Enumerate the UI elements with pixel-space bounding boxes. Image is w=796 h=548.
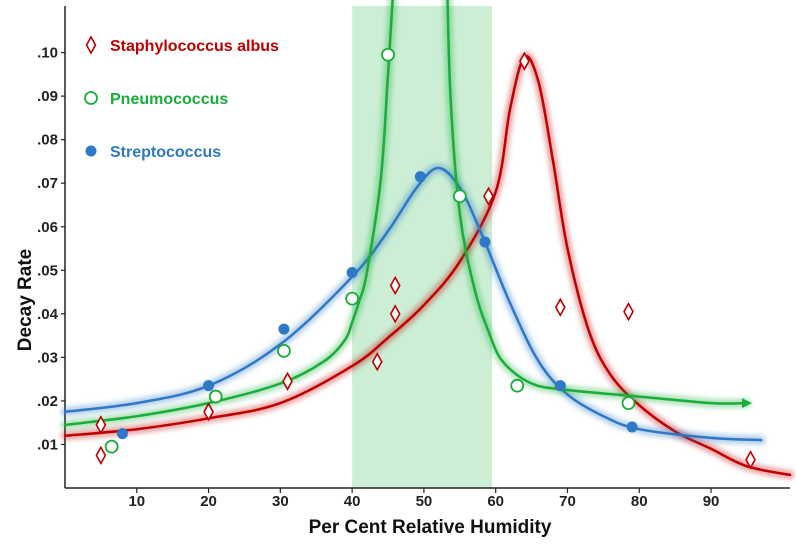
staphylococcus-point [518,51,530,71]
legend-staphylococcus-marker [85,35,97,55]
pneumococcus-point [208,389,223,404]
y-tick-label: .02 [37,393,58,410]
y-axis-title: Decay Rate [15,249,36,351]
x-tick-label: 10 [128,493,145,510]
staphylococcus-point [745,450,756,470]
y-tick-label: .06 [37,219,58,236]
pneumococcus-point [277,343,291,358]
legend-staphylococcus-label: Staphylococcus albus [110,38,279,55]
streptococcus-point [116,428,128,440]
y-tick-label: .08 [37,132,58,149]
pneumococcus-point [381,47,395,62]
legend-pneumococcus-label: Pneumococcus [110,91,228,108]
streptococcus-point [414,171,426,183]
x-tick-label: 60 [487,493,504,510]
staphylococcus-point [203,402,214,422]
x-tick-label: 20 [200,493,217,510]
y-tick-label: .01 [37,436,58,453]
legend-streptococcus-marker [85,145,97,157]
x-axis-title: Per Cent Relative Humidity [309,517,552,538]
legend-pneumococcus-marker [84,91,98,105]
staphylococcus-point [389,275,401,296]
staphylococcus-point [554,297,566,317]
streptococcus-point [346,266,358,278]
x-tick-label: 50 [416,493,433,510]
y-tick-label: .04 [37,306,59,323]
streptococcus-point [203,380,215,392]
pneumococcus-point [345,291,360,306]
staphylococcus-point [95,445,107,465]
pneumococcus-curve-right [446,0,752,409]
pneumococcus-point [510,378,525,393]
streptococcus-point [626,421,638,433]
y-tick-label: .10 [37,45,58,62]
y-tick-label: .05 [37,262,58,279]
x-tick-label: 70 [559,493,576,510]
pneumococcus-point [104,439,119,454]
x-tick-label: 30 [272,493,289,510]
staphylococcus-point [623,302,634,322]
streptococcus-point [479,236,491,248]
x-tick-label: 40 [344,493,361,510]
staphylococcus-point [483,186,494,206]
staphylococcus-point [95,415,107,435]
staphylococcus-point [389,304,401,324]
pneumococcus-point [452,189,467,204]
staphylococcus-point [282,371,293,391]
streptococcus-point [278,323,290,335]
x-tick-label: 90 [703,493,720,510]
x-tick-label: 80 [631,493,648,510]
y-tick-label: .03 [37,349,58,366]
pneumococcus-point [621,396,636,410]
legend-streptococcus-label: Streptococcus [110,144,221,161]
streptococcus-point [554,380,566,392]
y-tick-label: .09 [37,88,58,105]
y-tick-label: .07 [37,175,58,192]
staphylococcus-point [371,352,383,372]
